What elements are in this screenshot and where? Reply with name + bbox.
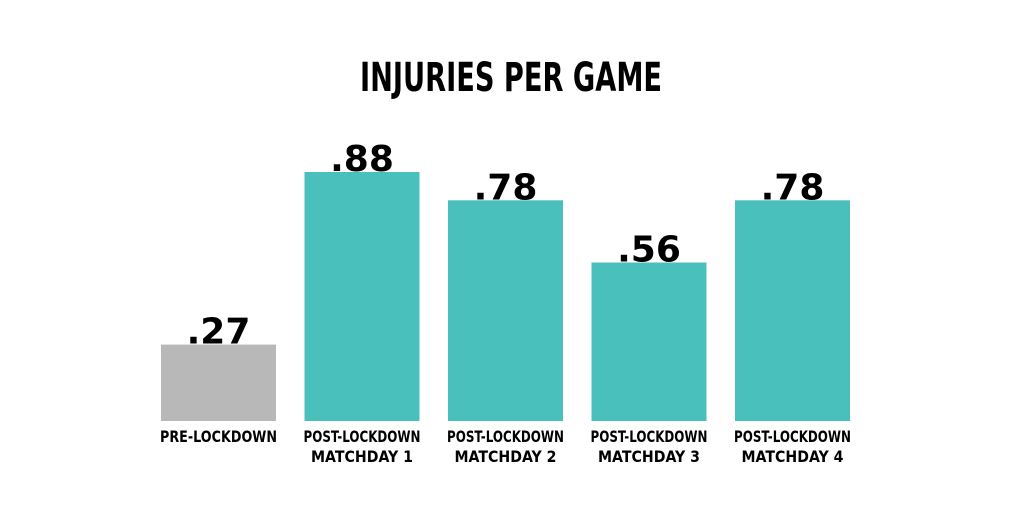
category-label-1-line-1: PRE-LOCKDOWN — [160, 427, 277, 446]
value-label-2: .88 — [330, 139, 394, 180]
bar-1 — [161, 344, 276, 421]
bar-2 — [304, 172, 420, 421]
bar-3 — [448, 200, 563, 421]
bar-4 — [591, 262, 707, 421]
chart-title: INJURIES PER GAME — [360, 55, 662, 101]
category-label-3-line-1: POST-LOCKDOWN — [447, 427, 564, 446]
bar-5 — [735, 200, 850, 421]
category-label-2-line-2: MATCHDAY 1 — [311, 447, 413, 466]
category-label-2-line-1: POST-LOCKDOWN — [304, 427, 421, 446]
value-label-3: .78 — [474, 167, 538, 208]
value-label-1: .27 — [187, 312, 251, 353]
category-label-5-line-1: POST-LOCKDOWN — [734, 427, 851, 446]
value-label-5: .78 — [761, 167, 825, 208]
category-label-5-line-2: MATCHDAY 4 — [742, 447, 844, 466]
bars-layer — [161, 172, 850, 421]
value-labels-layer: .27 .88 .78 .56 .78 — [187, 139, 825, 353]
category-label-4-line-1: POST-LOCKDOWN — [591, 427, 708, 446]
category-label-4-line-2: MATCHDAY 3 — [598, 447, 700, 466]
value-label-4: .56 — [617, 230, 681, 271]
category-label-3-line-2: MATCHDAY 2 — [455, 447, 557, 466]
